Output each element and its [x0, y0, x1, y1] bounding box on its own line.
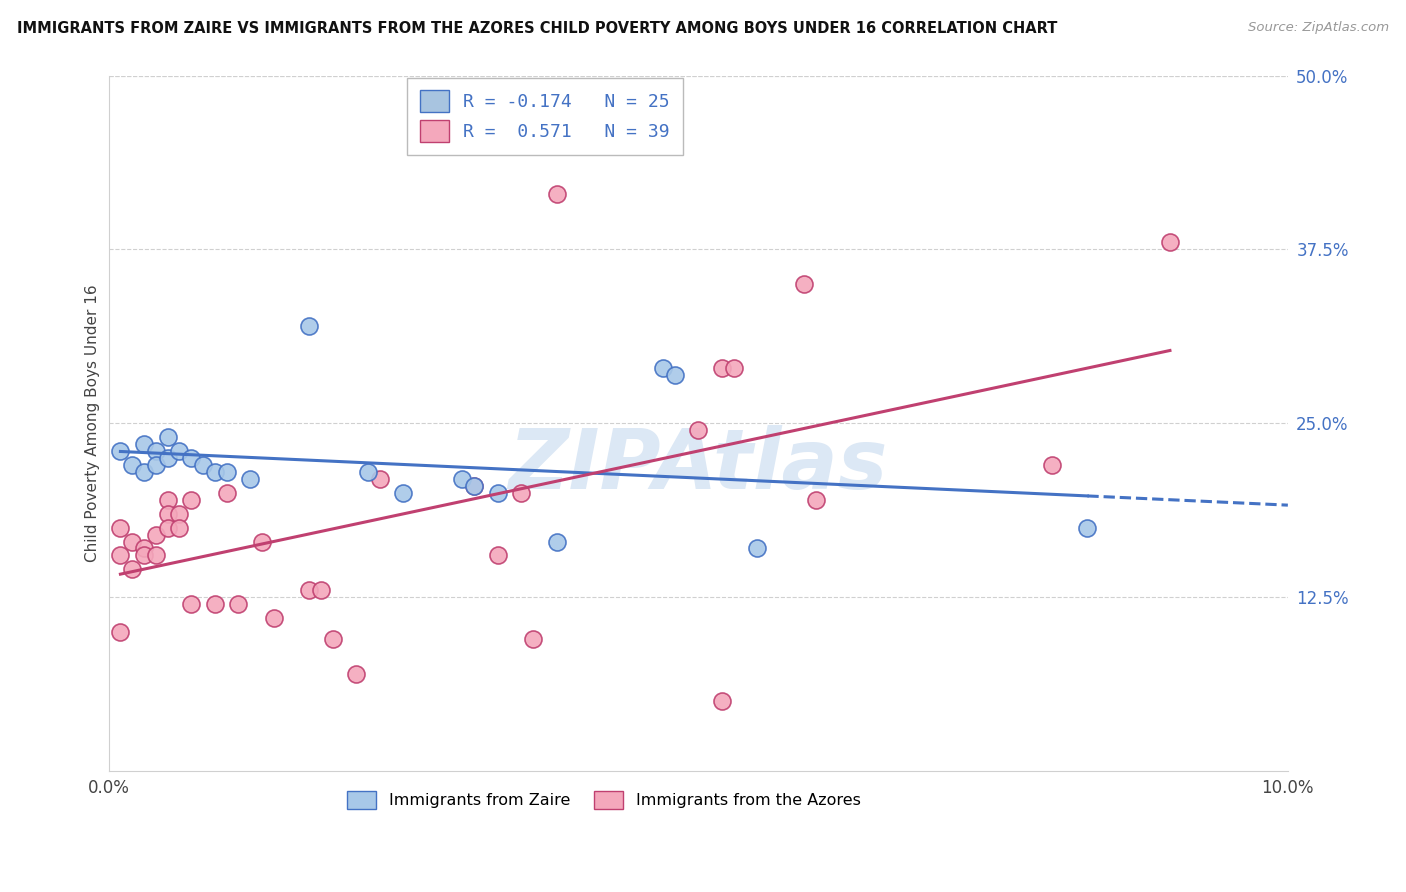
Point [664, 368, 686, 382]
Point [156, 520, 179, 534]
Text: ZIPAtlas: ZIPAtlas [509, 425, 889, 506]
Point [298, 318, 321, 333]
Point [191, 458, 214, 472]
Point [169, 507, 191, 521]
Point [156, 507, 179, 521]
Point [486, 549, 509, 563]
Point [1159, 235, 1181, 250]
Point [110, 444, 132, 458]
Point [263, 611, 285, 625]
Point [180, 597, 202, 611]
Point [121, 562, 143, 576]
Point [169, 520, 191, 534]
Point [298, 583, 321, 598]
Point [169, 444, 191, 458]
Point [392, 485, 415, 500]
Point [546, 186, 568, 201]
Point [228, 597, 250, 611]
Legend: Immigrants from Zaire, Immigrants from the Azores: Immigrants from Zaire, Immigrants from t… [340, 785, 868, 815]
Point [710, 694, 733, 708]
Point [204, 465, 226, 479]
Point [204, 597, 226, 611]
Point [368, 472, 391, 486]
Point [156, 430, 179, 444]
Point [110, 549, 132, 563]
Point [180, 492, 202, 507]
Point [309, 583, 332, 598]
Point [156, 492, 179, 507]
Point [344, 666, 367, 681]
Text: Source: ZipAtlas.com: Source: ZipAtlas.com [1249, 21, 1389, 34]
Point [121, 534, 143, 549]
Point [522, 632, 544, 646]
Point [110, 624, 132, 639]
Point [651, 360, 673, 375]
Point [180, 451, 202, 466]
Point [747, 541, 769, 556]
Point [357, 465, 380, 479]
Point [145, 549, 167, 563]
Point [110, 520, 132, 534]
Point [156, 451, 179, 466]
Point [710, 360, 733, 375]
Point [239, 472, 262, 486]
Point [132, 437, 155, 451]
Y-axis label: Child Poverty Among Boys Under 16: Child Poverty Among Boys Under 16 [86, 285, 100, 562]
Point [688, 423, 710, 437]
Point [723, 360, 745, 375]
Point [486, 485, 509, 500]
Point [145, 458, 167, 472]
Point [250, 534, 273, 549]
Point [1076, 520, 1098, 534]
Point [1040, 458, 1063, 472]
Point [804, 492, 827, 507]
Point [322, 632, 344, 646]
Point [546, 534, 568, 549]
Point [793, 277, 815, 292]
Point [463, 479, 485, 493]
Point [132, 541, 155, 556]
Point [510, 485, 533, 500]
Point [145, 444, 167, 458]
Text: IMMIGRANTS FROM ZAIRE VS IMMIGRANTS FROM THE AZORES CHILD POVERTY AMONG BOYS UND: IMMIGRANTS FROM ZAIRE VS IMMIGRANTS FROM… [17, 21, 1057, 36]
Point [132, 549, 155, 563]
Point [215, 465, 238, 479]
Point [215, 485, 238, 500]
Point [145, 527, 167, 541]
Point [451, 472, 474, 486]
Point [463, 479, 485, 493]
Point [132, 465, 155, 479]
Point [121, 458, 143, 472]
